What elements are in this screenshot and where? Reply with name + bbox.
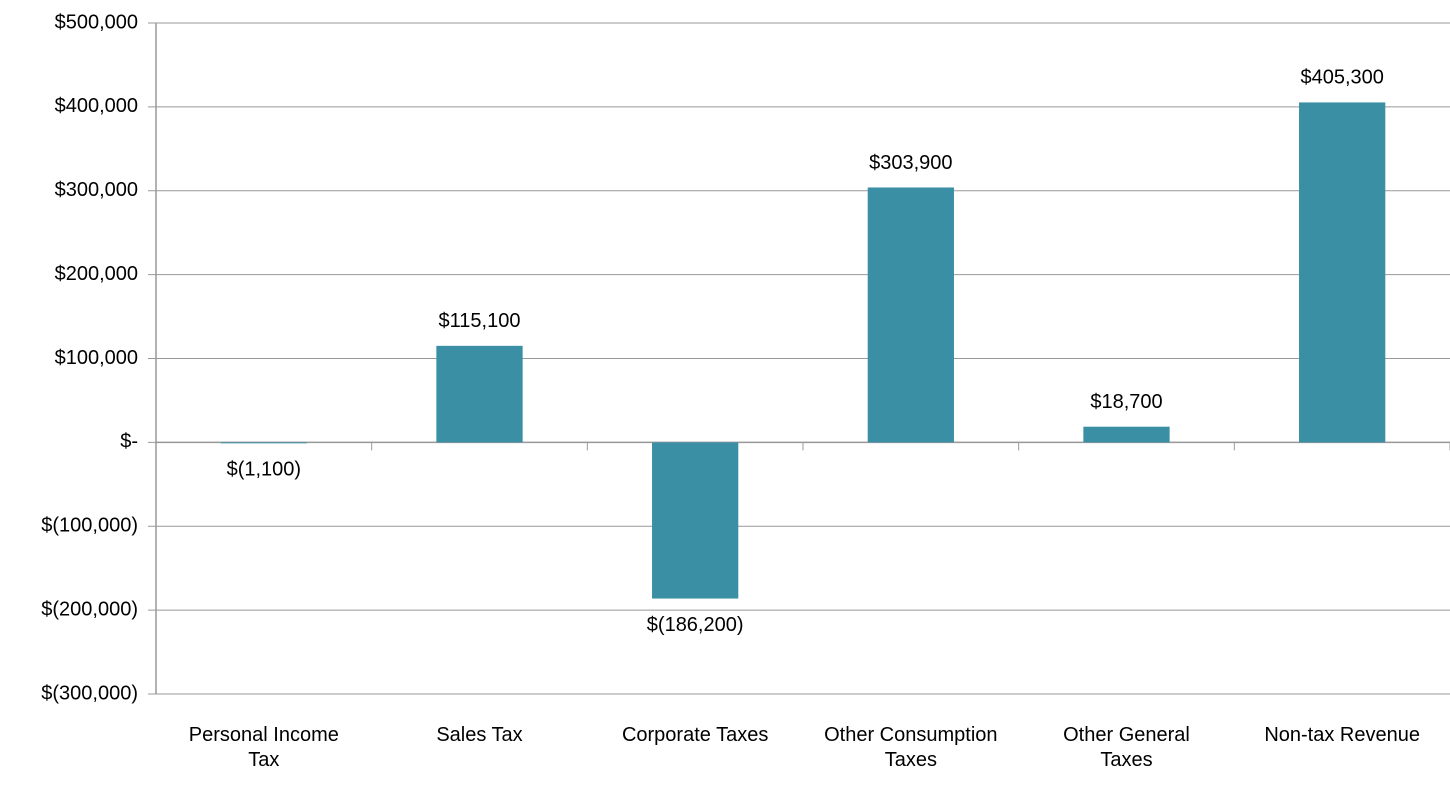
x-tick-label: Non-tax Revenue <box>1264 724 1420 746</box>
x-tick-label: Sales Tax <box>436 724 523 746</box>
data-label: $115,100 <box>439 310 521 332</box>
y-tick-label: $400,000 <box>55 95 138 117</box>
x-tick-label: Other Consumption Taxes <box>824 724 998 771</box>
data-label: $405,300 <box>1300 67 1383 89</box>
data-label: $303,900 <box>869 152 952 174</box>
bar <box>652 442 739 599</box>
x-tick-label: Other General Taxes <box>1063 724 1190 771</box>
x-tick-label: Personal Income Tax <box>188 724 339 771</box>
y-tick-label: $(100,000) <box>41 515 138 537</box>
y-tick-label: $(200,000) <box>41 598 138 620</box>
x-tick-label: Corporate Taxes <box>621 724 769 746</box>
bar <box>1299 102 1386 443</box>
data-label: $(1,100) <box>227 459 302 481</box>
y-tick-label: $100,000 <box>55 347 138 369</box>
bar <box>436 345 523 443</box>
y-tick-label: $500,000 <box>55 11 138 33</box>
data-label: $(186,200) <box>647 614 744 636</box>
y-tick-label: $300,000 <box>55 179 138 201</box>
data-label: $18,700 <box>1090 391 1162 413</box>
y-tick-label: $- <box>120 431 138 453</box>
bar <box>220 442 307 444</box>
y-tick-label: $(300,000) <box>41 682 138 704</box>
y-tick-label: $200,000 <box>55 263 138 285</box>
bar <box>1083 426 1170 443</box>
bar <box>867 187 954 443</box>
